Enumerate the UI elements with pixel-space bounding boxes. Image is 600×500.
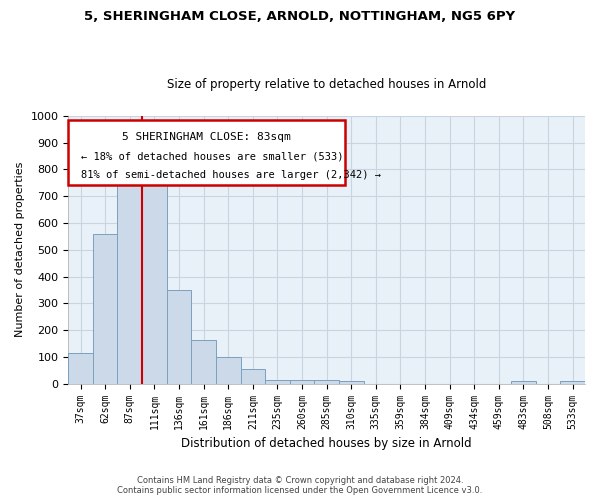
Text: Contains HM Land Registry data © Crown copyright and database right 2024.
Contai: Contains HM Land Registry data © Crown c…	[118, 476, 482, 495]
Title: Size of property relative to detached houses in Arnold: Size of property relative to detached ho…	[167, 78, 487, 91]
FancyBboxPatch shape	[68, 120, 345, 186]
X-axis label: Distribution of detached houses by size in Arnold: Distribution of detached houses by size …	[181, 437, 472, 450]
Text: ← 18% of detached houses are smaller (533): ← 18% of detached houses are smaller (53…	[81, 151, 344, 161]
Bar	[191, 340, 216, 384]
Bar	[265, 380, 290, 384]
Bar	[118, 176, 142, 384]
Bar	[560, 381, 585, 384]
Bar	[68, 353, 93, 384]
Text: 5, SHERINGHAM CLOSE, ARNOLD, NOTTINGHAM, NG5 6PY: 5, SHERINGHAM CLOSE, ARNOLD, NOTTINGHAM,…	[85, 10, 515, 23]
Bar	[290, 380, 314, 384]
Bar	[314, 380, 339, 384]
Bar	[142, 178, 167, 384]
Bar	[93, 234, 118, 384]
Y-axis label: Number of detached properties: Number of detached properties	[15, 162, 25, 338]
Bar	[511, 381, 536, 384]
Bar	[339, 381, 364, 384]
Bar	[216, 358, 241, 384]
Bar	[241, 369, 265, 384]
Text: 81% of semi-detached houses are larger (2,342) →: 81% of semi-detached houses are larger (…	[81, 170, 381, 180]
Bar	[167, 290, 191, 384]
Text: 5 SHERINGHAM CLOSE: 83sqm: 5 SHERINGHAM CLOSE: 83sqm	[122, 132, 291, 142]
